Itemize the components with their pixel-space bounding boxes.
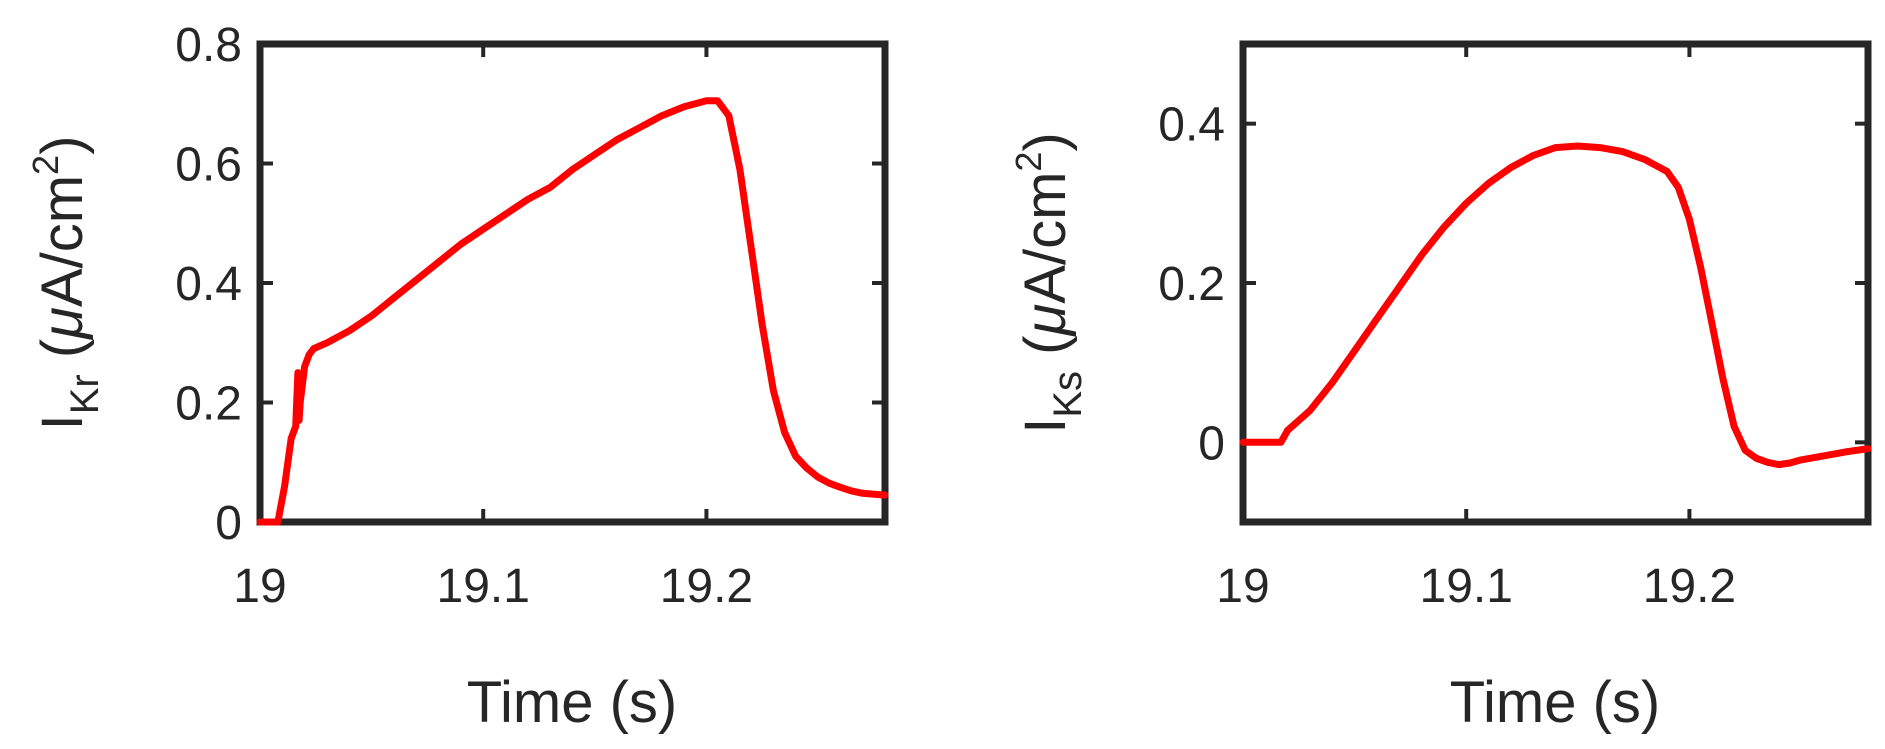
y-axis-unit-prefix: (	[1013, 336, 1078, 371]
series-group	[1239, 142, 1872, 469]
y-axis-unit-suffix: )	[1013, 132, 1078, 151]
y-tick-label: 0.2	[1158, 258, 1225, 311]
y-axis-unit-main: A/cm	[30, 175, 95, 307]
y-axis-unit-mu: μ	[1013, 304, 1078, 338]
x-axis-label: Time (s)	[467, 670, 677, 735]
y-axis-symbol: I	[30, 414, 95, 430]
y-axis-unit-mu: μ	[30, 307, 95, 341]
y-tick-label: 0.6	[175, 139, 242, 192]
series-line	[256, 97, 889, 526]
x-axis-label: Time (s)	[1450, 670, 1660, 735]
tick-group: 19 19.1 19.2 0 0.2 0.4	[1158, 44, 1868, 613]
plot-frame	[1239, 40, 1872, 526]
chart-ikr: 19 19.1 19.2 0 0.2 0.4 0.6 0.8 Time (s) IKr (μA…	[25, 19, 889, 735]
x-tick-label: 19.1	[1420, 560, 1513, 613]
y-axis-unit-sup: 2	[25, 155, 66, 175]
y-tick-label: 0.4	[1158, 99, 1225, 152]
y-axis-subscript: Kr	[63, 374, 107, 414]
y-tick-label: 0	[215, 497, 242, 550]
y-axis-unit-main: A/cm	[1013, 172, 1078, 304]
y-tick-label: 0.2	[175, 378, 242, 431]
x-tick-label: 19	[1216, 560, 1269, 613]
tick-group: 19 19.1 19.2 0 0.2 0.4 0.6 0.8	[175, 19, 885, 613]
x-tick-label: 19.2	[660, 560, 753, 613]
y-axis-symbol: I	[1013, 418, 1078, 434]
y-axis-label: IKs (μA/cm2)	[1008, 132, 1090, 434]
x-tick-label: 19.2	[1643, 560, 1736, 613]
y-axis-unit-suffix: )	[30, 136, 95, 155]
x-tick-label: 19	[233, 560, 286, 613]
series-group	[256, 97, 889, 526]
y-tick-label: 0.4	[175, 258, 242, 311]
chart-iks: 19 19.1 19.2 0 0.2 0.4 Time (s) IKs (μA/cm2)	[1008, 40, 1872, 735]
y-axis-unit-prefix: (	[30, 339, 95, 374]
x-tick-label: 19.1	[437, 560, 530, 613]
y-axis-label: IKr (μA/cm2)	[25, 136, 107, 431]
y-axis-unit-sup: 2	[1008, 152, 1049, 172]
y-tick-label: 0	[1198, 417, 1225, 470]
series-line	[1239, 142, 1872, 469]
y-axis-subscript: Ks	[1046, 371, 1090, 418]
y-tick-label: 0.8	[175, 19, 242, 72]
